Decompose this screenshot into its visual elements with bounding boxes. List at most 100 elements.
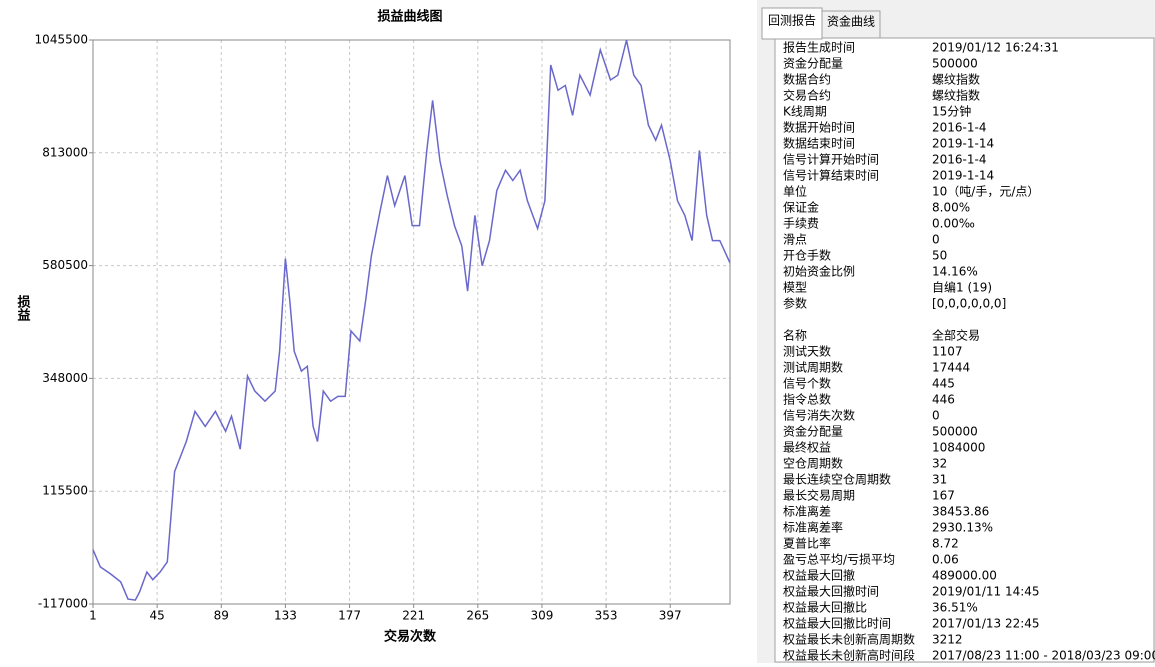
report-value: 36.51% <box>932 601 978 615</box>
report-label: 滑点 <box>783 233 807 247</box>
report-value: 489000.00 <box>932 569 997 583</box>
report-value: 17444 <box>932 361 970 375</box>
report-label: 最终权益 <box>783 440 831 455</box>
report-label: 权益最大回撤 <box>783 568 855 583</box>
report-value: 446 <box>932 393 955 407</box>
report-value: 50 <box>932 249 947 263</box>
report-value: 3212 <box>932 633 963 647</box>
report-value: 31 <box>932 473 947 487</box>
report-label: 权益最长未创新高时间段 <box>783 648 915 663</box>
report-value: 1107 <box>932 345 963 359</box>
report-label: 交易合约 <box>783 88 831 103</box>
report-label: 单位 <box>783 184 807 199</box>
report-value: 8.00% <box>932 201 970 215</box>
report-value: 500000 <box>932 57 978 71</box>
tab-label[interactable]: 资金曲线 <box>827 14 875 29</box>
report-label: 测试天数 <box>783 344 831 359</box>
report-label: 权益最大回撤比时间 <box>783 616 891 631</box>
report-value: 2930.13% <box>932 521 993 535</box>
report-label: 信号消失次数 <box>783 408 855 423</box>
report-value: 2019-1-14 <box>932 137 994 151</box>
y-tick-label: 813000 <box>42 145 88 159</box>
y-tick-label: 1045500 <box>35 33 88 47</box>
report-value: 全部交易 <box>932 328 980 343</box>
report-value: 螺纹指数 <box>932 72 980 87</box>
chart-title: 损益曲线图 <box>377 9 442 25</box>
report-label: 手续费 <box>783 217 819 231</box>
report-value: 自编1 (19) <box>932 280 992 295</box>
y-axis-label: 损益 <box>15 294 31 322</box>
x-tick-label: 133 <box>274 609 297 623</box>
report-value: 38453.86 <box>932 505 989 519</box>
report-value: 2017/08/23 11:00 - 2018/03/23 09:00 <box>932 649 1155 663</box>
report-label: 数据结束时间 <box>783 136 855 151</box>
report-value: 500000 <box>932 425 978 439</box>
report-label: 模型 <box>783 281 807 295</box>
report-value: 2016-1-4 <box>932 121 986 135</box>
report-value: 1084000 <box>932 441 985 455</box>
tab-label[interactable]: 回测报告 <box>768 13 816 28</box>
x-axis-label: 交易次数 <box>384 629 437 645</box>
report-label: 报告生成时间 <box>783 40 855 55</box>
report-label: 夏普比率 <box>783 536 831 551</box>
report-value: 2016-1-4 <box>932 153 986 167</box>
report-value: 0.06 <box>932 553 959 567</box>
report-label: 名称 <box>783 328 807 343</box>
report-value: 螺纹指数 <box>932 88 980 103</box>
report-value: 0.00‰ <box>932 217 975 231</box>
report-label: 数据合约 <box>783 72 831 87</box>
report-label: 保证金 <box>783 200 819 215</box>
report-value: 2019/01/12 16:24:31 <box>932 41 1059 55</box>
report-label: 标准离差率 <box>783 520 843 535</box>
report-value: 0 <box>932 409 940 423</box>
report-label: 信号计算开始时间 <box>783 152 879 167</box>
report-label: 标准离差 <box>783 504 831 519</box>
report-label: 资金分配量 <box>783 56 843 71</box>
report-label: 空仓周期数 <box>783 456 843 471</box>
report-value: 14.16% <box>932 265 978 279</box>
report-value: 167 <box>932 489 955 503</box>
x-tick-label: 89 <box>214 609 229 623</box>
x-tick-label: 265 <box>466 609 489 623</box>
y-tick-label: 348000 <box>42 371 88 385</box>
report-label: 数据开始时间 <box>783 120 855 135</box>
report-label: 初始资金比例 <box>783 264 855 279</box>
report-value: 2019/01/11 14:45 <box>932 585 1040 599</box>
x-tick-label: 397 <box>659 609 682 623</box>
report-value: 2019-1-14 <box>932 169 994 183</box>
y-tick-label: 580500 <box>42 258 88 272</box>
report-label: 信号计算结束时间 <box>783 168 879 183</box>
report-label: 开仓手数 <box>783 248 831 263</box>
x-tick-label: 353 <box>595 609 618 623</box>
report-label: 资金分配量 <box>783 424 843 439</box>
report-label: 盈亏总平均/亏损平均 <box>783 553 895 567</box>
report-label: 最长连续空仓周期数 <box>783 472 891 487</box>
report-value: 0 <box>932 233 940 247</box>
line <box>92 40 731 601</box>
report-box <box>774 37 1155 663</box>
tab[interactable] <box>821 10 881 39</box>
x-tick-label: 221 <box>402 609 425 623</box>
report-value: 10（吨/手，元/点） <box>932 185 1039 199</box>
x-tick-label: 45 <box>149 609 164 623</box>
x-tick-label: 1 <box>89 609 97 623</box>
plot-border <box>92 39 731 605</box>
report-value: 15分钟 <box>932 104 971 119</box>
report-label: 参数 <box>783 296 807 311</box>
report-value: 2017/01/13 22:45 <box>932 617 1040 631</box>
report-label: 指令总数 <box>783 392 831 407</box>
x-tick-label: 309 <box>531 609 554 623</box>
x-tick-label: 177 <box>338 609 361 623</box>
chart-bg <box>0 0 757 663</box>
report-label: 信号个数 <box>783 376 831 391</box>
report-label: 权益最长未创新高周期数 <box>783 632 915 647</box>
y-tick-label: -117000 <box>38 597 88 611</box>
report-label: 权益最大回撤时间 <box>783 584 879 599</box>
report-label: 权益最大回撤比 <box>783 600 867 615</box>
y-tick-label: 115500 <box>42 484 88 498</box>
report-value: [0,0,0,0,0,0] <box>932 297 1006 311</box>
report-label: K线周期 <box>783 105 827 119</box>
report-value: 8.72 <box>932 537 959 551</box>
report-label: 测试周期数 <box>783 360 843 375</box>
